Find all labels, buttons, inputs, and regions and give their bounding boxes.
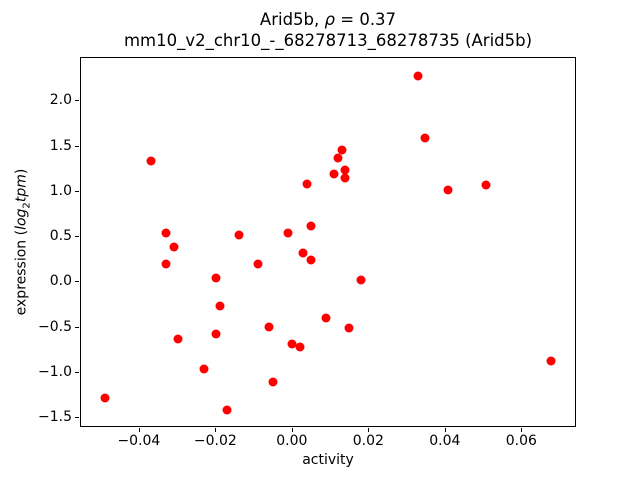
data-point xyxy=(161,259,171,269)
data-point xyxy=(169,242,179,252)
x-tick-label: 0.02 xyxy=(352,433,384,449)
data-point xyxy=(234,230,244,240)
y-tick-mark xyxy=(75,326,79,328)
data-point xyxy=(413,71,423,81)
data-point xyxy=(211,329,221,339)
x-tick-mark xyxy=(215,428,217,432)
data-point xyxy=(287,339,297,349)
data-point xyxy=(337,145,347,155)
data-point xyxy=(333,153,343,163)
data-point xyxy=(340,173,350,183)
x-tick-mark xyxy=(138,428,140,432)
chart-title: Arid5b, ρ = 0.37 mm10_v2_chr10_-_6827871… xyxy=(80,9,576,51)
y-label-sub: 2 xyxy=(21,202,33,209)
data-point xyxy=(146,156,156,166)
data-point xyxy=(481,180,491,190)
y-tick-label: 0.0 xyxy=(49,273,72,290)
data-point xyxy=(321,313,331,323)
data-point xyxy=(100,393,110,403)
x-tick-label: 0.04 xyxy=(429,433,461,449)
data-point xyxy=(546,356,556,366)
y-label-suffix: ) xyxy=(13,168,30,175)
data-point xyxy=(295,342,305,352)
y-tick-mark xyxy=(75,417,79,419)
x-tick-label: −0.04 xyxy=(117,433,161,449)
y-tick-mark xyxy=(75,100,79,102)
data-point xyxy=(215,301,225,311)
y-tick-label: −1.5 xyxy=(38,409,72,426)
title-rho-symbol: ρ xyxy=(324,10,335,29)
data-point xyxy=(253,259,263,269)
data-point xyxy=(420,133,430,143)
data-point xyxy=(268,377,278,387)
y-tick-label: −0.5 xyxy=(38,318,72,335)
title-gene-label: Arid5b, xyxy=(259,10,325,29)
data-point xyxy=(340,165,350,175)
data-point xyxy=(161,228,171,238)
x-tick-mark xyxy=(521,428,523,432)
data-point xyxy=(306,221,316,231)
y-tick-mark xyxy=(75,281,79,283)
x-axis-label: activity xyxy=(302,452,354,468)
x-tick-mark xyxy=(368,428,370,432)
data-point xyxy=(199,364,209,374)
y-tick-mark xyxy=(75,190,79,192)
data-point xyxy=(298,248,308,258)
y-tick-mark xyxy=(75,145,79,147)
x-tick-label: 0.00 xyxy=(276,433,308,449)
chart-title-line2: mm10_v2_chr10_-_68278713_68278735 (Arid5… xyxy=(123,31,533,50)
y-tick-label: 1.5 xyxy=(49,137,72,154)
x-tick-label: −0.02 xyxy=(193,433,237,449)
data-point xyxy=(222,405,232,415)
y-label-log: log xyxy=(13,208,30,230)
y-tick-label: 0.5 xyxy=(49,228,72,245)
y-tick-label: 1.0 xyxy=(49,182,72,199)
data-point xyxy=(306,255,316,265)
x-tick-mark xyxy=(444,428,446,432)
y-tick-label: 2.0 xyxy=(49,92,72,109)
x-tick-mark xyxy=(291,428,293,432)
title-rho-value: = 0.37 xyxy=(335,10,397,29)
data-point xyxy=(329,169,339,179)
data-point xyxy=(356,275,366,285)
chart-title-line1: Arid5b, ρ = 0.37 xyxy=(80,9,576,30)
y-tick-mark xyxy=(75,371,79,373)
y-tick-label: −1.0 xyxy=(38,363,72,380)
data-point xyxy=(283,228,293,238)
data-point xyxy=(443,185,453,195)
data-point xyxy=(264,322,274,332)
data-point xyxy=(211,273,221,283)
data-point xyxy=(344,323,354,333)
y-tick-mark xyxy=(75,236,79,238)
x-tick-label: 0.06 xyxy=(505,433,537,449)
data-point xyxy=(302,179,312,189)
plot-area xyxy=(80,57,576,427)
data-point xyxy=(173,334,183,344)
